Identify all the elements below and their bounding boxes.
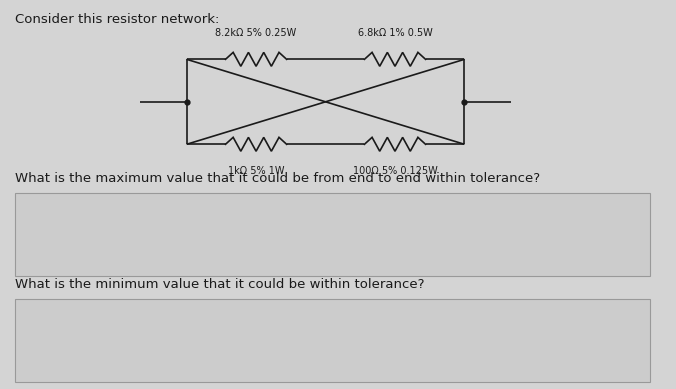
Text: What is the maximum value that it could be from end to end within tolerance?: What is the maximum value that it could … bbox=[15, 172, 539, 185]
FancyBboxPatch shape bbox=[15, 299, 650, 382]
Text: 6.8kΩ 1% 0.5W: 6.8kΩ 1% 0.5W bbox=[358, 28, 433, 38]
Text: 1kΩ 5% 1W: 1kΩ 5% 1W bbox=[228, 166, 285, 175]
FancyBboxPatch shape bbox=[15, 193, 650, 276]
Text: 8.2kΩ 5% 0.25W: 8.2kΩ 5% 0.25W bbox=[216, 28, 297, 38]
Text: What is the minimum value that it could be within tolerance?: What is the minimum value that it could … bbox=[15, 278, 424, 291]
Text: Consider this resistor network:: Consider this resistor network: bbox=[15, 13, 219, 26]
Text: 100Ω 5% 0.125W: 100Ω 5% 0.125W bbox=[353, 166, 437, 175]
